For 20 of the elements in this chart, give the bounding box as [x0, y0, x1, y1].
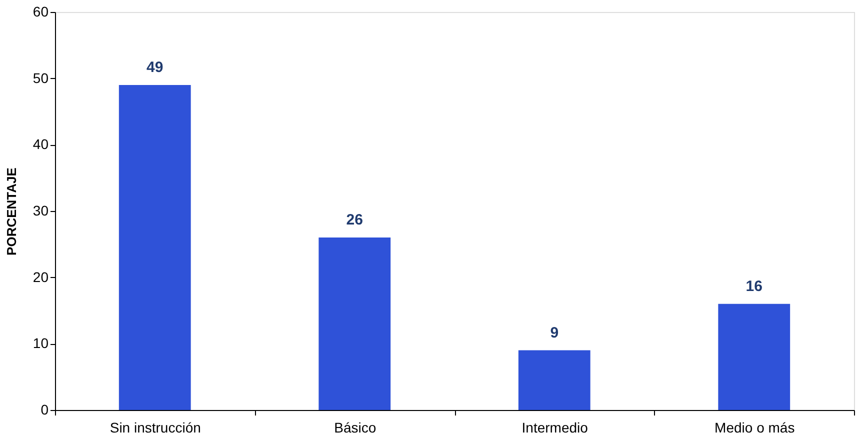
x-tick-label: Medio o más: [714, 420, 795, 436]
y-tick-label: 0: [40, 402, 49, 418]
bar: [318, 238, 391, 410]
y-tick-label: 30: [32, 202, 49, 218]
y-tick-label: 40: [32, 136, 49, 152]
y-tick-label: 50: [32, 70, 49, 86]
data-label: 16: [746, 278, 762, 295]
x-tick-label: Sin instrucción: [110, 420, 201, 436]
x-tick-label: Básico: [334, 420, 376, 436]
y-tick-label: 60: [32, 4, 49, 20]
y-tick-label: 10: [32, 335, 49, 352]
bar: [518, 350, 590, 410]
data-label: 9: [550, 324, 559, 342]
x-tick-label: Intermedio: [522, 420, 588, 436]
y-axis-title: PORCENTAJE: [4, 167, 19, 256]
data-label: 49: [146, 58, 164, 76]
data-label: 26: [346, 212, 363, 229]
y-tick-label: 20: [32, 268, 49, 285]
bar: [118, 84, 191, 410]
bar: [718, 304, 790, 410]
